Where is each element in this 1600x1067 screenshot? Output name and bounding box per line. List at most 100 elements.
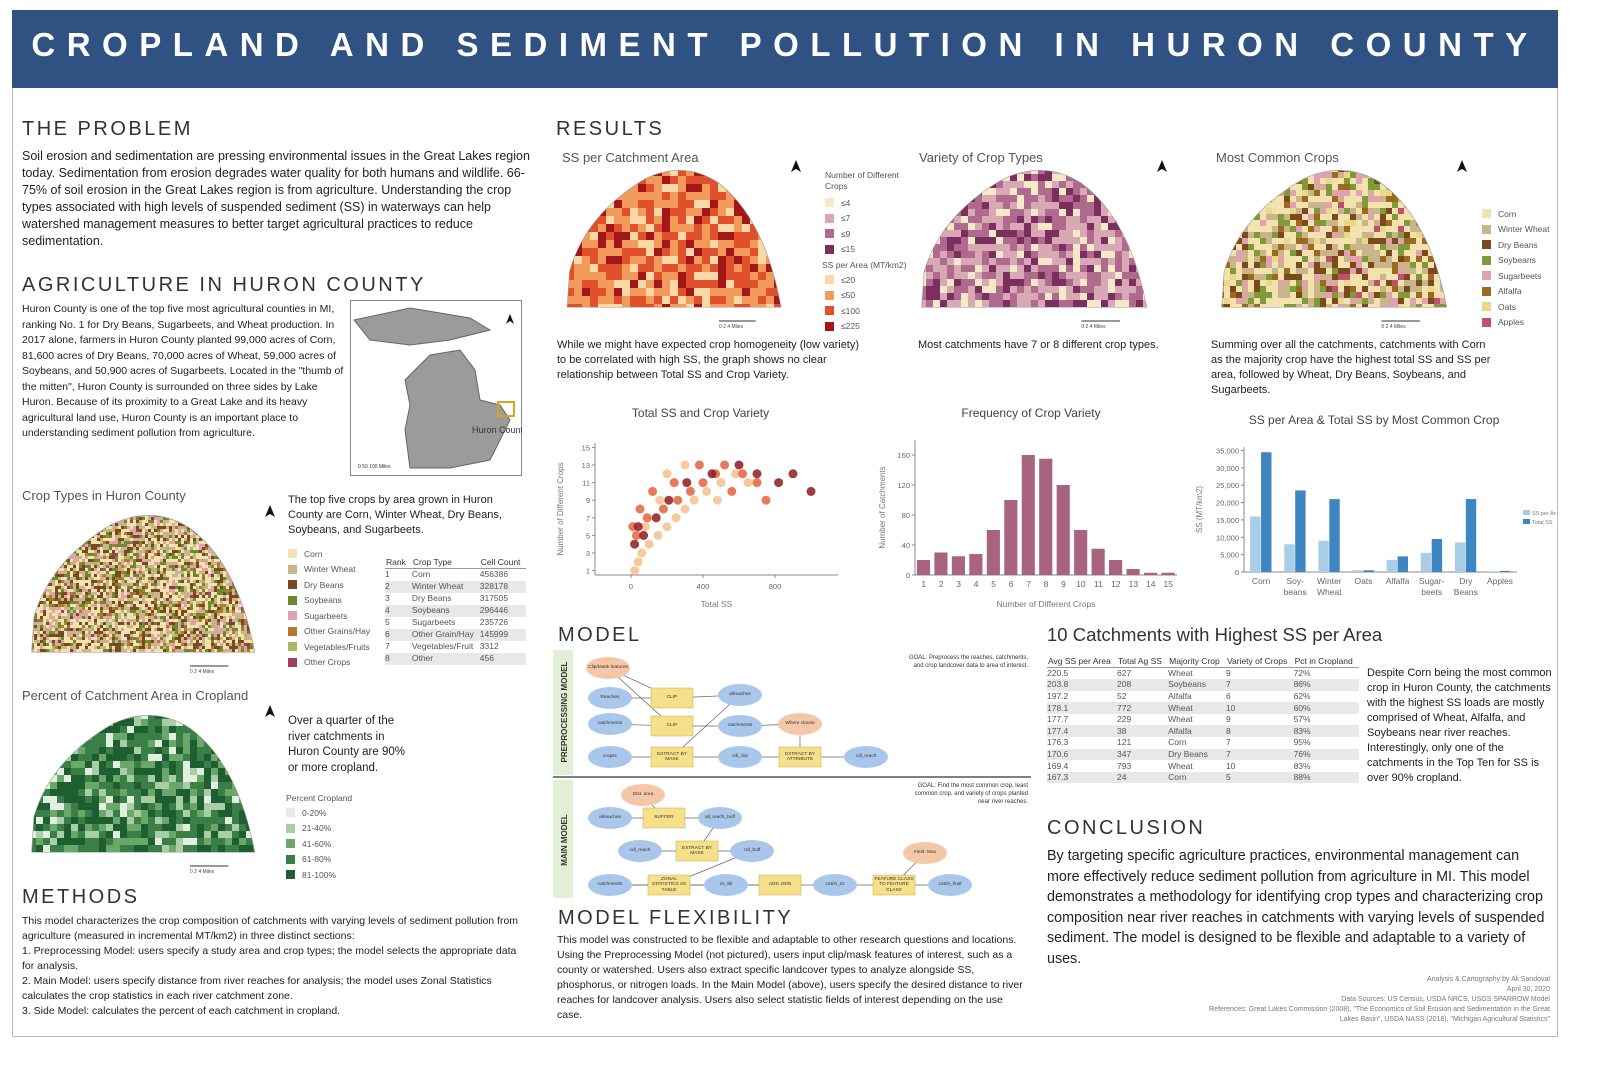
map-cell bbox=[25, 574, 29, 578]
map-cell bbox=[241, 511, 245, 515]
map-cell bbox=[232, 562, 236, 566]
map-cell bbox=[172, 658, 176, 662]
map-cell bbox=[136, 532, 140, 536]
map-cell bbox=[34, 535, 38, 539]
map-cell bbox=[205, 523, 209, 527]
map-cell bbox=[196, 628, 200, 632]
map-cell bbox=[190, 610, 194, 614]
map-cell bbox=[162, 817, 170, 825]
map-cell bbox=[124, 604, 128, 608]
map-cell bbox=[106, 643, 110, 647]
map-cell bbox=[118, 556, 122, 560]
map-cell bbox=[241, 535, 245, 539]
map-cell bbox=[136, 538, 140, 542]
map-cell bbox=[91, 646, 95, 650]
map-cell bbox=[193, 550, 197, 554]
map-cell bbox=[31, 640, 35, 644]
map-cell bbox=[127, 747, 135, 755]
map-cell bbox=[112, 628, 116, 632]
map-cell bbox=[46, 619, 50, 623]
map-cell bbox=[58, 532, 62, 536]
map-cell bbox=[85, 845, 93, 853]
map-cell bbox=[176, 747, 184, 755]
map-cell bbox=[202, 515, 206, 518]
map-cell bbox=[244, 565, 248, 569]
map-cell bbox=[205, 535, 209, 539]
map-cell bbox=[148, 556, 152, 560]
map-cell bbox=[246, 754, 254, 762]
map-cell bbox=[49, 505, 53, 509]
map-cell bbox=[92, 768, 100, 776]
map-cell bbox=[94, 508, 98, 512]
map-cell bbox=[223, 592, 227, 596]
map-cell bbox=[232, 556, 236, 560]
map-cell bbox=[244, 640, 248, 644]
map-cell bbox=[109, 610, 113, 614]
map-cell bbox=[217, 604, 221, 608]
map-cell bbox=[61, 637, 65, 641]
map-cell bbox=[205, 520, 209, 524]
map-cell bbox=[160, 526, 164, 530]
map-cell bbox=[100, 577, 104, 581]
map-cell bbox=[256, 625, 260, 629]
map-cell bbox=[67, 613, 71, 617]
map-cell bbox=[120, 810, 128, 818]
map-cell bbox=[49, 601, 53, 605]
map-cell bbox=[36, 838, 44, 846]
map-cell bbox=[127, 544, 131, 548]
map-cell bbox=[183, 824, 191, 832]
map-cell bbox=[214, 634, 218, 638]
map-cell bbox=[232, 824, 240, 832]
map-cell bbox=[64, 571, 68, 575]
map-cell bbox=[76, 622, 80, 626]
map-cell bbox=[250, 547, 254, 551]
map-cell bbox=[22, 589, 26, 593]
map-cell bbox=[157, 628, 161, 632]
map-cell bbox=[112, 565, 116, 569]
map-cell bbox=[67, 586, 71, 590]
map-cell bbox=[229, 505, 233, 509]
map-cell bbox=[130, 538, 134, 542]
map-cell bbox=[202, 655, 206, 659]
map-cell bbox=[70, 556, 74, 560]
map-cell bbox=[40, 574, 44, 578]
map-cell bbox=[205, 655, 209, 659]
map-cell bbox=[160, 508, 164, 512]
map-cell bbox=[79, 631, 83, 635]
map-cell bbox=[100, 586, 104, 590]
map-cell bbox=[220, 613, 224, 617]
map-cell bbox=[31, 553, 35, 557]
map-cell bbox=[160, 562, 164, 566]
map-cell bbox=[141, 754, 149, 762]
map-cell bbox=[145, 655, 149, 659]
map-cell bbox=[97, 616, 101, 620]
map-cell bbox=[205, 568, 209, 572]
map-cell bbox=[232, 747, 240, 755]
map-cell bbox=[169, 604, 173, 608]
map-cell bbox=[232, 789, 240, 797]
map-cell bbox=[141, 768, 149, 776]
map-cell bbox=[196, 505, 200, 509]
map-cell bbox=[247, 646, 251, 650]
map-cell bbox=[160, 634, 164, 638]
map-cell bbox=[82, 568, 86, 572]
map-cell bbox=[204, 768, 212, 776]
map-cell bbox=[67, 598, 71, 602]
map-cell bbox=[193, 589, 197, 593]
map-cell bbox=[46, 601, 50, 605]
map-cell bbox=[37, 646, 41, 650]
map-cell bbox=[172, 616, 176, 620]
map-cell bbox=[61, 640, 65, 644]
map-cell bbox=[244, 571, 248, 575]
map-cell bbox=[175, 631, 179, 635]
map-cell bbox=[22, 550, 26, 554]
legend-item: Soybeans bbox=[288, 593, 370, 609]
map-cell bbox=[163, 538, 167, 542]
map-cell bbox=[151, 547, 155, 551]
map-cell bbox=[112, 505, 116, 509]
map-cell bbox=[133, 658, 137, 662]
map-cell bbox=[225, 740, 233, 748]
map-cell bbox=[190, 625, 194, 629]
map-cell bbox=[166, 583, 170, 587]
map-cell bbox=[199, 607, 203, 611]
